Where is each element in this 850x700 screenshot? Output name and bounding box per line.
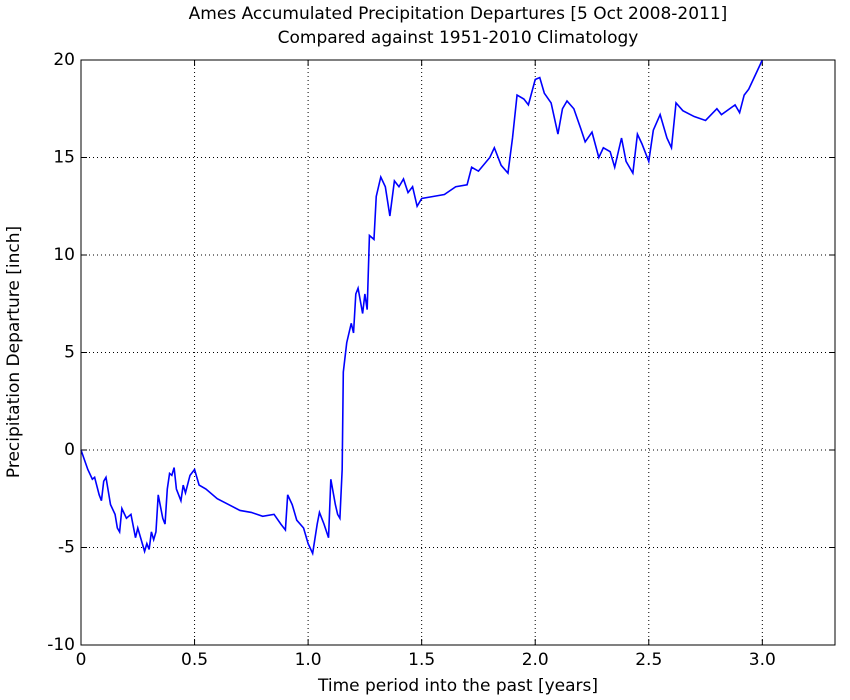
x-axis-label: Time period into the past [years] <box>317 676 598 696</box>
x-tick-label: 1.0 <box>295 650 322 670</box>
x-tick-label: 0.5 <box>181 650 208 670</box>
chart-subtitle: Compared against 1951-2010 Climatology <box>278 28 639 48</box>
chart-title: Ames Accumulated Precipitation Departure… <box>189 4 728 24</box>
x-tick-label: 2.5 <box>635 650 662 670</box>
y-tick-label: 0 <box>64 440 75 460</box>
y-tick-label: 10 <box>53 245 75 265</box>
y-tick-label: 15 <box>53 148 75 168</box>
y-tick-label: 20 <box>53 50 75 70</box>
y-tick-label: -5 <box>58 538 75 558</box>
y-axis-label: Precipitation Departure [inch] <box>4 226 24 478</box>
x-tick-label: 1.5 <box>408 650 435 670</box>
x-tick-label: 0 <box>76 650 87 670</box>
x-tick-label: 2.0 <box>522 650 549 670</box>
x-tick-label: 3.0 <box>749 650 776 670</box>
data-line <box>80 59 764 557</box>
plot-frame <box>80 59 836 646</box>
y-tick-label: -10 <box>47 635 75 655</box>
y-tick-label: 5 <box>64 343 75 363</box>
